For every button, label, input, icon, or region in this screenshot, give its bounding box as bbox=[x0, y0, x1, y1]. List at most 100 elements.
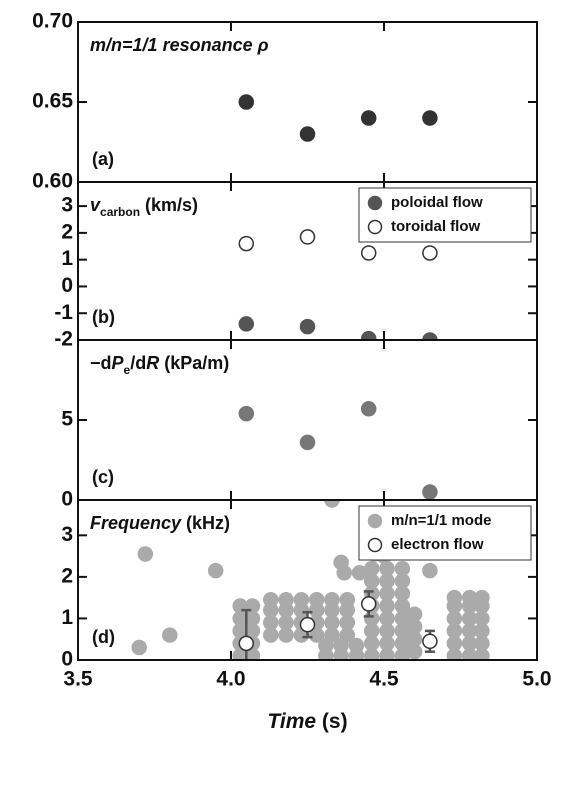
point bbox=[324, 591, 340, 608]
point bbox=[324, 500, 340, 508]
y-tick-label: -2 bbox=[54, 328, 73, 351]
y-tick-label: 0.70 bbox=[32, 10, 73, 33]
point bbox=[422, 245, 438, 261]
point bbox=[446, 589, 463, 606]
y-tick-label: 0.65 bbox=[32, 90, 73, 113]
legend-marker bbox=[367, 219, 383, 235]
plot-area bbox=[238, 94, 438, 142]
y-tick-label: 0 bbox=[61, 488, 73, 511]
point bbox=[422, 484, 438, 500]
y-tick-label: 0 bbox=[61, 648, 73, 671]
legend-box bbox=[358, 505, 532, 561]
point bbox=[207, 562, 224, 579]
panel-label: (d) bbox=[92, 627, 115, 647]
legend-marker bbox=[367, 513, 383, 529]
legend-marker bbox=[367, 537, 383, 553]
panel-title: m/n=1/1 resonance ρ bbox=[90, 35, 269, 55]
point bbox=[238, 94, 255, 110]
point bbox=[131, 639, 147, 656]
point bbox=[293, 591, 310, 608]
point bbox=[263, 591, 279, 608]
text-part: Frequency bbox=[90, 513, 182, 533]
y-tick-label: 3 bbox=[61, 194, 73, 217]
x-tick-label: 3.5 bbox=[63, 668, 93, 691]
text-part: (km/s) bbox=[140, 195, 198, 215]
point bbox=[278, 591, 294, 608]
point bbox=[360, 110, 377, 126]
legend-label: toroidal flow bbox=[391, 218, 480, 235]
point bbox=[162, 627, 178, 643]
panel-title: Frequency (kHz) bbox=[90, 513, 230, 533]
point bbox=[348, 637, 365, 654]
point bbox=[360, 245, 377, 261]
point bbox=[422, 633, 438, 650]
text-part: (s) bbox=[316, 710, 348, 733]
point bbox=[308, 591, 325, 608]
point bbox=[238, 405, 255, 422]
x-axis-label: Time (s) bbox=[267, 710, 347, 733]
legend-marker bbox=[367, 195, 383, 211]
x-tick-label: 4.0 bbox=[216, 668, 245, 691]
point bbox=[339, 591, 356, 608]
y-tick-label: 2 bbox=[61, 564, 73, 587]
panel-label: (c) bbox=[92, 467, 114, 487]
panel-label: (b) bbox=[92, 307, 115, 327]
legend-box bbox=[358, 187, 532, 243]
plot-area bbox=[131, 500, 490, 660]
y-tick-label: -1 bbox=[54, 301, 73, 324]
point bbox=[238, 235, 255, 252]
y-tick-label: 1 bbox=[61, 247, 73, 270]
point bbox=[238, 635, 255, 652]
text-part: (kHz) bbox=[181, 513, 230, 533]
y-tick-label: 5 bbox=[61, 408, 73, 431]
point bbox=[422, 562, 438, 579]
text-part: =1/1 resonance ρ bbox=[122, 35, 269, 55]
text-part: v bbox=[90, 195, 101, 215]
point bbox=[422, 332, 438, 340]
y-tick-label: 0 bbox=[61, 274, 73, 297]
point bbox=[299, 616, 316, 633]
point bbox=[299, 126, 316, 142]
text-part: e bbox=[124, 363, 131, 377]
point bbox=[360, 330, 377, 340]
y-tick-label: 2 bbox=[61, 220, 73, 243]
plot-area bbox=[238, 401, 438, 500]
text-part: /d bbox=[130, 353, 146, 373]
point bbox=[336, 564, 352, 581]
point bbox=[299, 318, 316, 335]
panel-frame bbox=[77, 499, 538, 661]
text-part: P bbox=[112, 353, 125, 373]
point bbox=[318, 637, 334, 654]
legend-label: electron flow bbox=[391, 536, 484, 553]
point bbox=[406, 606, 423, 623]
legend-label: m/n=1/1 mode bbox=[391, 512, 491, 529]
y-tick-label: 0.60 bbox=[32, 170, 73, 193]
text-part: −d bbox=[90, 353, 112, 373]
plot-area bbox=[238, 229, 438, 340]
point bbox=[364, 560, 380, 577]
panel-title: vcarbon (km/s) bbox=[90, 195, 198, 219]
point bbox=[333, 637, 349, 654]
point bbox=[422, 110, 438, 126]
text-part: (kPa/m) bbox=[159, 353, 229, 373]
point bbox=[360, 596, 377, 612]
text-part: n bbox=[111, 35, 122, 55]
panel-label: (a) bbox=[92, 149, 114, 169]
x-tick-label: 5.0 bbox=[522, 668, 551, 691]
x-tick-label: 4.5 bbox=[369, 668, 399, 691]
y-tick-label: 3 bbox=[61, 523, 73, 546]
text-part: Time bbox=[267, 710, 316, 733]
point bbox=[360, 401, 377, 417]
point bbox=[299, 229, 316, 245]
legend-label: poloidal flow bbox=[391, 194, 483, 211]
point bbox=[379, 560, 395, 577]
text-part: carbon bbox=[100, 205, 140, 219]
panel-title: −dPe/dR (kPa/m) bbox=[90, 353, 229, 377]
point bbox=[394, 560, 411, 577]
y-tick-label: 1 bbox=[61, 606, 73, 629]
text-part: R bbox=[146, 353, 159, 373]
point bbox=[238, 316, 255, 332]
text-part: / bbox=[105, 35, 113, 55]
point bbox=[137, 546, 154, 562]
